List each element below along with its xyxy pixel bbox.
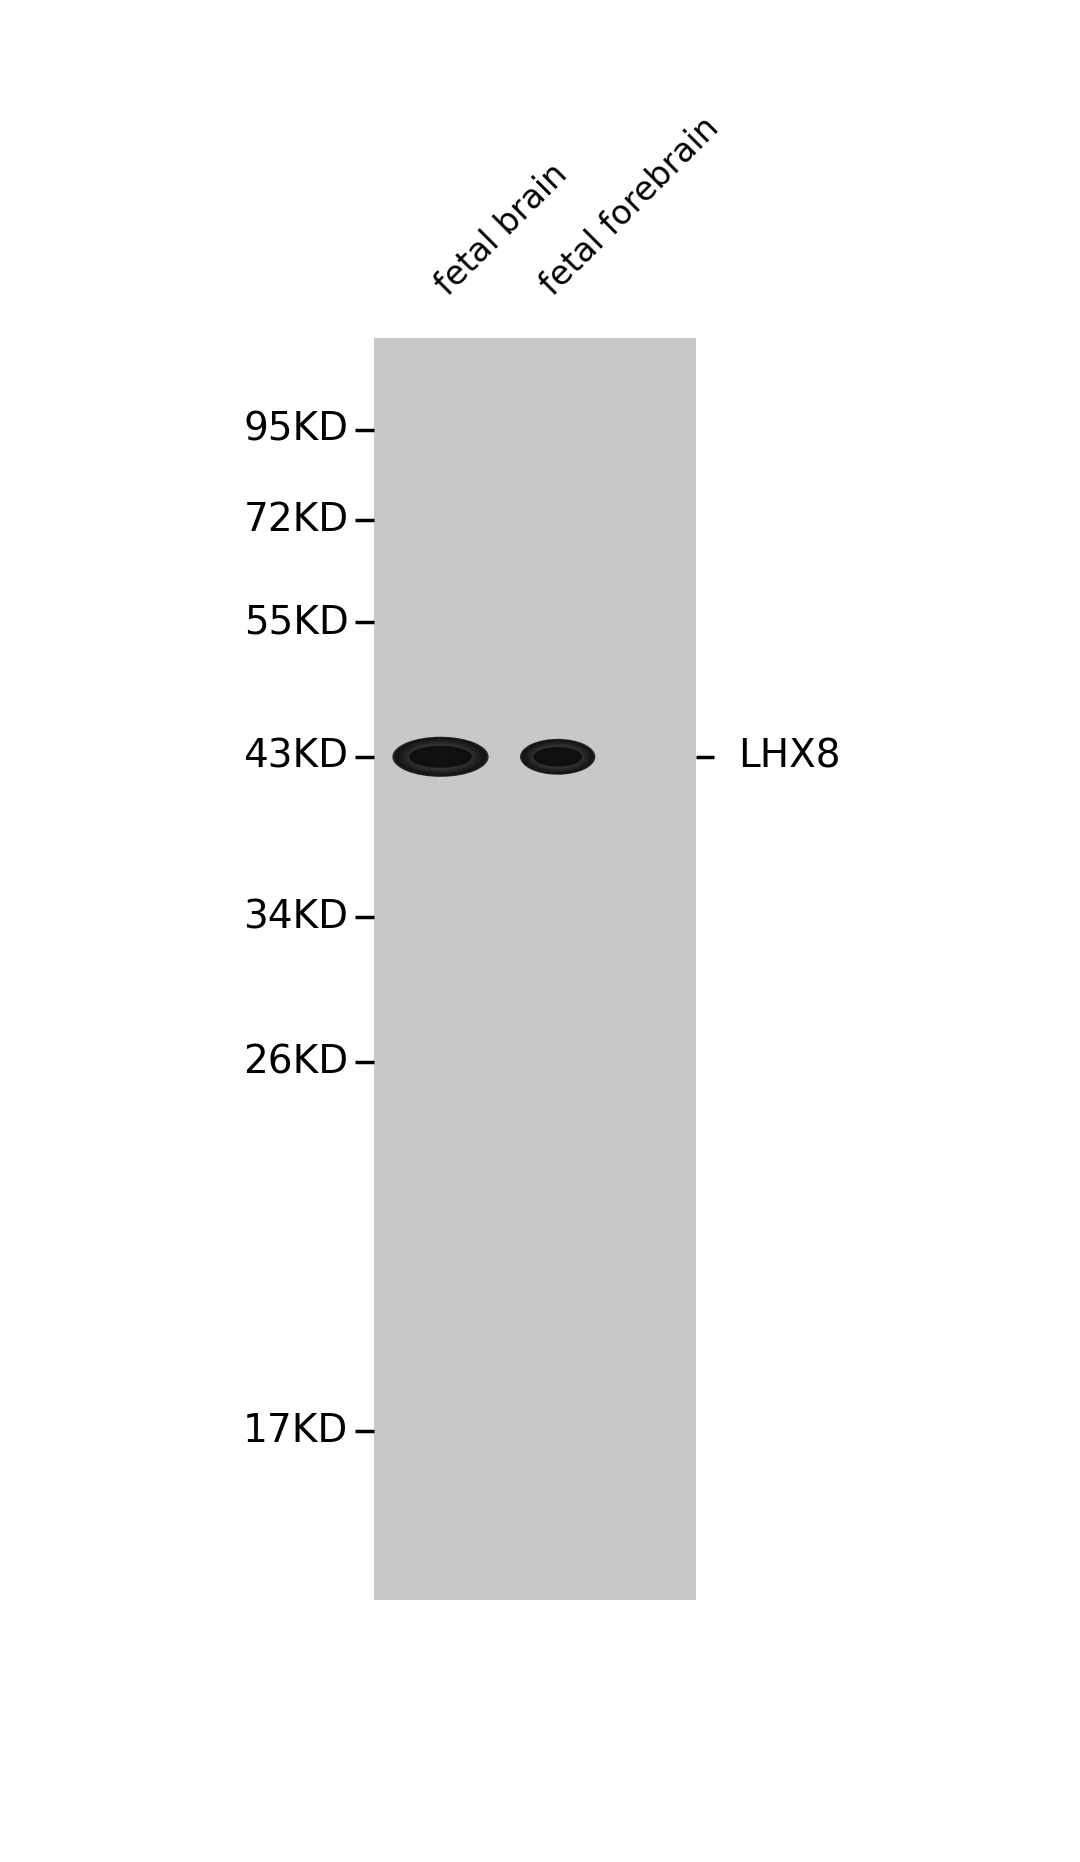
Ellipse shape (421, 749, 460, 765)
Ellipse shape (408, 743, 473, 771)
Ellipse shape (423, 750, 458, 763)
Ellipse shape (521, 739, 595, 775)
Ellipse shape (435, 754, 446, 760)
Ellipse shape (426, 750, 456, 763)
Ellipse shape (417, 747, 463, 767)
Ellipse shape (553, 754, 563, 760)
Ellipse shape (544, 750, 571, 763)
Ellipse shape (552, 754, 564, 760)
Text: 34KD: 34KD (243, 897, 349, 937)
Ellipse shape (433, 754, 448, 760)
Ellipse shape (414, 745, 468, 767)
Text: 72KD: 72KD (243, 501, 349, 540)
Ellipse shape (534, 747, 582, 767)
Ellipse shape (555, 756, 561, 758)
Text: 26KD: 26KD (243, 1043, 349, 1082)
Ellipse shape (396, 739, 485, 775)
Ellipse shape (534, 745, 582, 769)
Ellipse shape (541, 749, 575, 765)
Ellipse shape (419, 749, 461, 765)
Ellipse shape (550, 754, 565, 760)
Ellipse shape (411, 745, 470, 769)
Text: fetal brain: fetal brain (430, 158, 575, 302)
Text: 43KD: 43KD (243, 737, 349, 776)
Ellipse shape (392, 737, 488, 776)
Ellipse shape (394, 737, 487, 776)
Ellipse shape (535, 747, 580, 767)
Ellipse shape (436, 756, 444, 758)
Ellipse shape (549, 752, 567, 762)
Ellipse shape (404, 741, 477, 773)
Ellipse shape (522, 739, 594, 775)
Ellipse shape (540, 749, 576, 765)
Ellipse shape (409, 747, 472, 767)
Text: 55KD: 55KD (244, 603, 349, 641)
Ellipse shape (548, 752, 568, 762)
Ellipse shape (429, 752, 453, 762)
Ellipse shape (399, 739, 483, 775)
Ellipse shape (402, 741, 480, 773)
Ellipse shape (526, 741, 590, 773)
Ellipse shape (538, 747, 578, 765)
Text: 17KD: 17KD (243, 1411, 349, 1450)
Ellipse shape (431, 752, 450, 762)
Text: fetal forebrain: fetal forebrain (535, 112, 726, 302)
Ellipse shape (530, 745, 584, 769)
Ellipse shape (542, 750, 572, 763)
Ellipse shape (400, 739, 481, 773)
Ellipse shape (529, 743, 586, 771)
Ellipse shape (427, 750, 454, 762)
Text: LHX8: LHX8 (738, 737, 840, 776)
Ellipse shape (409, 745, 471, 769)
Ellipse shape (532, 745, 583, 769)
Bar (374, 339, 696, 1599)
Ellipse shape (545, 750, 570, 763)
Ellipse shape (416, 747, 465, 767)
Ellipse shape (527, 743, 588, 771)
Ellipse shape (537, 747, 579, 767)
Ellipse shape (523, 741, 592, 773)
Ellipse shape (525, 741, 591, 773)
Ellipse shape (406, 743, 475, 771)
Text: 95KD: 95KD (243, 412, 349, 449)
